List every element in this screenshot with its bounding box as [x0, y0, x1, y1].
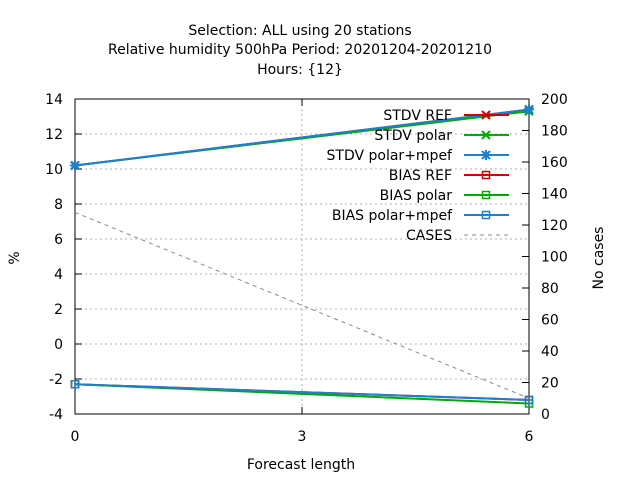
series-marker [481, 210, 491, 220]
y-axis-label: % [7, 251, 23, 264]
title-line-1: Selection: ALL using 20 stations [188, 23, 411, 39]
y2-tick-label: 160 [541, 155, 568, 171]
legend-label: STDV REF [383, 108, 452, 124]
y-tick-label: 12 [45, 127, 63, 143]
y2-tick-label: 40 [541, 344, 559, 360]
legend-label: CASES [406, 228, 452, 244]
legend-item: BIAS polar [380, 188, 509, 204]
y-tick-label: -2 [49, 372, 63, 388]
y2-tick-label: 140 [541, 187, 568, 203]
y2-tick-label: 100 [541, 250, 568, 266]
legend-label: STDV polar+mpef [327, 148, 454, 164]
legend-item: STDV polar+mpef [327, 148, 509, 164]
y-tick-label: 8 [54, 197, 63, 213]
legend-item: BIAS REF [389, 168, 509, 184]
title-line-2: Relative humidity 500hPa Period: 2020120… [108, 42, 492, 58]
y-tick-label: 6 [54, 232, 63, 248]
y2-tick-label: 20 [541, 376, 559, 392]
series-marker [524, 395, 534, 405]
legend-label: BIAS polar+mpef [332, 208, 453, 224]
series-marker [70, 380, 80, 389]
y2-tick-label: 0 [541, 407, 550, 423]
y-tick-label: 10 [45, 162, 63, 178]
title-line-3: Hours: {12} [257, 62, 343, 78]
y2-tick-label: 200 [541, 92, 568, 108]
plot-frame [74, 98, 530, 415]
legend-label: STDV polar [374, 128, 452, 144]
y2-axis-label: No cases [591, 227, 607, 290]
y2-tick-label: 80 [541, 281, 559, 297]
legend-label: BIAS polar [380, 188, 453, 204]
axes: -4-2024681012140204060801001201401601802… [45, 92, 568, 445]
y-tick-label: 14 [45, 92, 63, 108]
legend-item: CASES [406, 228, 509, 244]
series-marker [481, 130, 491, 140]
series-line [74, 383, 530, 401]
x-axis-label: Forecast length [247, 457, 355, 473]
legend: STDV REF STDV polar STDV polar+mpef BIAS RE… [327, 108, 509, 244]
series-bias-polar-mpef [70, 380, 534, 405]
legend-item: STDV polar [374, 128, 509, 144]
series-stdv-polar-mpef [70, 104, 534, 171]
series-marker [481, 170, 491, 180]
legend-label: BIAS REF [389, 168, 452, 184]
y2-tick-label: 60 [541, 313, 559, 329]
series-marker [481, 190, 491, 200]
y-tick-label: 0 [54, 337, 63, 353]
x-tick-label: 6 [525, 429, 534, 445]
x-tick-label: 3 [298, 429, 307, 445]
series-cases [74, 211, 530, 399]
series-line [74, 108, 530, 167]
y-tick-label: -4 [49, 407, 63, 423]
x-tick-label: 0 [71, 429, 80, 445]
series-line [74, 211, 530, 399]
legend-item: STDV REF [383, 108, 509, 124]
grid [75, 99, 529, 414]
y-tick-label: 4 [54, 267, 63, 283]
series-marker [481, 110, 491, 120]
series-layer [70, 104, 534, 408]
legend-item: BIAS polar+mpef [332, 208, 509, 224]
y2-tick-label: 120 [541, 218, 568, 234]
y2-tick-label: 180 [541, 124, 568, 140]
chart-title: Selection: ALL using 20 stations Relativ… [108, 23, 492, 78]
y-tick-label: 2 [54, 302, 63, 318]
